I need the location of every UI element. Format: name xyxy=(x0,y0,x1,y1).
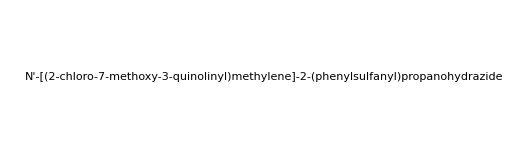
Text: N'-[(2-chloro-7-methoxy-3-quinolinyl)methylene]-2-(phenylsulfanyl)propanohydrazi: N'-[(2-chloro-7-methoxy-3-quinolinyl)met… xyxy=(25,72,503,82)
